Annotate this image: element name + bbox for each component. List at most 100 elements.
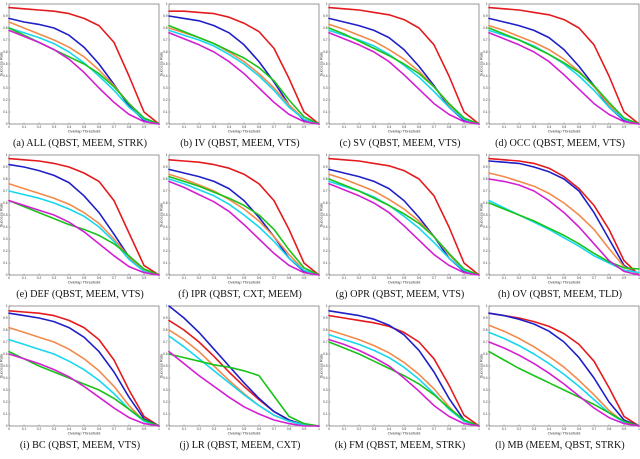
y-tick-label: 0.3 <box>163 237 168 241</box>
x-tick-label: 0.7 <box>112 427 117 431</box>
y-tick-label: 0.1 <box>323 110 328 114</box>
y-tick-label: 0.1 <box>3 412 8 416</box>
y-tick-label: 0.9 <box>483 165 488 169</box>
y-tick-label: 0.1 <box>3 261 8 265</box>
x-axis-label: Overlap Threshold <box>548 280 581 285</box>
x-tick-label: 0.1 <box>502 427 507 431</box>
x-tick-label: 0.9 <box>142 427 147 431</box>
caption-b: (b) IV (QBST, MEEM, VTS) <box>160 138 320 149</box>
y-tick-label: 0.6 <box>323 352 328 356</box>
x-tick-label: 0.3 <box>532 125 537 129</box>
x-tick-label: 0 <box>328 276 330 280</box>
x-tick-label: 0.1 <box>182 427 187 431</box>
chart-j: 000.10.10.20.20.30.30.40.40.50.50.60.60.… <box>159 304 321 436</box>
y-axis-label: Success Rate <box>479 51 484 76</box>
x-tick-label: 0.2 <box>357 125 362 129</box>
x-tick-label: 0.7 <box>432 276 437 280</box>
y-tick-label: 0.9 <box>483 316 488 320</box>
x-tick-label: 0.7 <box>112 276 117 280</box>
chart-c: 000.10.10.20.20.30.30.40.40.50.50.60.60.… <box>319 2 481 134</box>
y-tick-label: 0.6 <box>323 201 328 205</box>
x-tick-label: 0.3 <box>372 125 377 129</box>
y-tick-label: 0.2 <box>3 400 8 404</box>
x-tick-label: 0.9 <box>622 125 627 129</box>
plot-frame <box>329 155 479 275</box>
y-tick-label: 0.9 <box>163 14 168 18</box>
y-tick-label: 0 <box>326 424 328 428</box>
x-tick-label: 0.9 <box>302 427 307 431</box>
x-tick-label: 0.9 <box>462 427 467 431</box>
x-tick-label: 0.8 <box>287 276 292 280</box>
chart-g: 000.10.10.20.20.30.30.40.40.50.50.60.60.… <box>319 153 481 285</box>
y-axis-label: Success Rate <box>0 353 4 378</box>
x-tick-label: 0.1 <box>182 276 187 280</box>
x-tick-label: 0.8 <box>607 276 612 280</box>
x-tick-label: 0.3 <box>212 125 217 129</box>
y-axis-label: Success Rate <box>319 353 324 378</box>
y-tick-label: 0.7 <box>483 38 488 42</box>
x-tick-label: 0.3 <box>372 427 377 431</box>
y-tick-label: 0.9 <box>323 14 328 18</box>
x-tick-label: 0.2 <box>357 427 362 431</box>
x-tick-label: 0.9 <box>302 276 307 280</box>
y-tick-label: 0.1 <box>3 110 8 114</box>
caption-h: (h) OV (QBST, MEEM, TLD) <box>480 289 640 300</box>
y-tick-label: 0.5 <box>323 62 328 66</box>
chart-a: 000.10.10.20.20.30.30.40.40.50.50.60.60.… <box>0 2 160 134</box>
y-tick-label: 0 <box>486 122 488 126</box>
y-tick-label: 0.4 <box>163 74 168 78</box>
x-tick-label: 0.9 <box>142 276 147 280</box>
y-tick-label: 0.8 <box>323 26 328 30</box>
y-tick-label: 1 <box>326 153 328 157</box>
chart-e: 000.10.10.20.20.30.30.40.40.50.50.60.60.… <box>0 153 160 285</box>
y-tick-label: 0.5 <box>483 62 488 66</box>
x-tick-label: 0 <box>488 125 490 129</box>
x-tick-label: 0.8 <box>287 427 292 431</box>
y-tick-label: 0.5 <box>323 364 328 368</box>
x-tick-label: 0 <box>328 125 330 129</box>
y-tick-label: 0.8 <box>163 177 168 181</box>
x-tick-label: 0.8 <box>607 125 612 129</box>
x-tick-label: 0.9 <box>462 125 467 129</box>
y-tick-label: 0.9 <box>323 165 328 169</box>
x-axis-label: Overlap Threshold <box>548 129 581 134</box>
x-tick-label: 0.2 <box>37 125 42 129</box>
y-tick-label: 0.9 <box>323 316 328 320</box>
y-tick-label: 1 <box>6 304 8 308</box>
y-tick-label: 0.8 <box>483 177 488 181</box>
x-tick-label: 0.2 <box>357 276 362 280</box>
x-tick-label: 0.8 <box>287 125 292 129</box>
x-axis-label: Overlap Threshold <box>388 431 421 436</box>
x-tick-label: 0.8 <box>447 125 452 129</box>
y-tick-label: 0.5 <box>323 213 328 217</box>
caption-i: (i) BC (QBST, MEEM, VTS) <box>0 440 160 451</box>
y-tick-label: 0.4 <box>3 376 8 380</box>
x-tick-label: 0 <box>168 125 170 129</box>
x-tick-label: 0.9 <box>302 125 307 129</box>
caption-d: (d) OCC (QBST, MEEM, VTS) <box>480 138 640 149</box>
y-tick-label: 0.4 <box>163 225 168 229</box>
x-tick-label: 0 <box>8 125 10 129</box>
x-tick-label: 0.3 <box>532 276 537 280</box>
y-tick-label: 1 <box>326 2 328 6</box>
x-tick-label: 0.1 <box>22 276 27 280</box>
y-tick-label: 0.7 <box>483 340 488 344</box>
y-tick-label: 0.5 <box>3 364 8 368</box>
y-tick-label: 0.8 <box>3 177 8 181</box>
x-axis-label: Overlap Threshold <box>68 129 101 134</box>
x-tick-label: 0.8 <box>127 125 132 129</box>
x-tick-label: 0.3 <box>532 427 537 431</box>
y-tick-label: 0.6 <box>3 352 8 356</box>
y-axis-label: Success Rate <box>319 202 324 227</box>
x-tick-label: 0.7 <box>272 276 277 280</box>
y-tick-label: 0.3 <box>3 86 8 90</box>
caption-e: (e) DEF (QBST, MEEM, VTS) <box>0 289 160 300</box>
y-tick-label: 0.3 <box>163 86 168 90</box>
y-tick-label: 0 <box>166 273 168 277</box>
y-tick-label: 1 <box>486 2 488 6</box>
x-tick-label: 0.8 <box>127 427 132 431</box>
caption-f: (f) IPR (QBST, CXT, MEEM) <box>160 289 320 300</box>
y-axis-label: Success Rate <box>159 51 164 76</box>
x-tick-label: 0.7 <box>272 125 277 129</box>
